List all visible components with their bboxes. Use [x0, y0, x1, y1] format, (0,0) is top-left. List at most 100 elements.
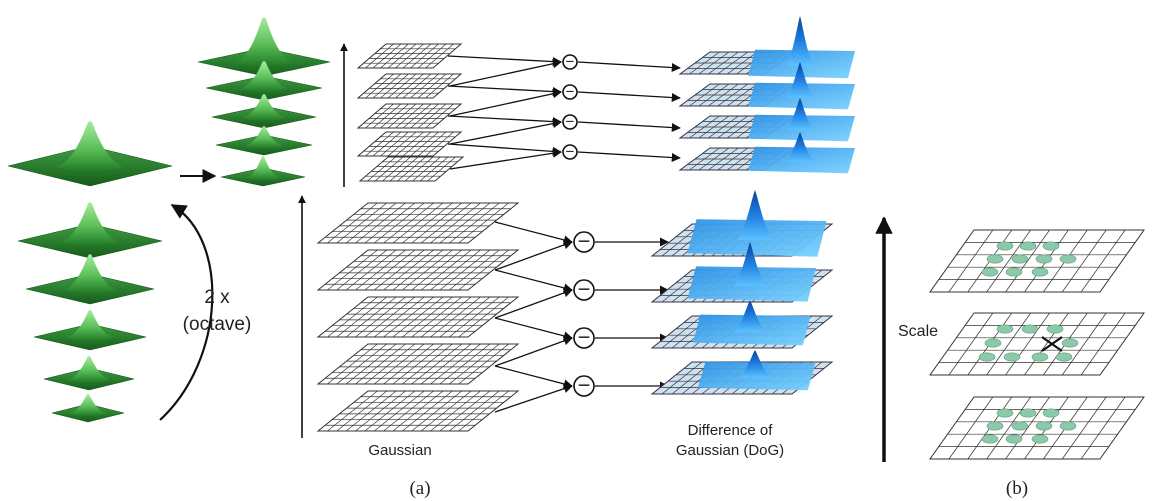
- sample-point: [984, 338, 1002, 348]
- top-arrow-out-1: [577, 61, 681, 73]
- bottom-minus-2: −: [573, 279, 595, 301]
- bottom-arrow-in-a-3: [494, 317, 573, 341]
- top-gaussian-grid-3: [356, 103, 463, 129]
- dog-surface-top-4: [748, 132, 855, 174]
- gaussian-surface-down-4: [215, 126, 313, 156]
- top-arrow-out-4: [577, 151, 681, 163]
- bottom-arrow-in-a-1: [494, 221, 573, 245]
- sample-point: [1005, 434, 1023, 444]
- top-gaussian-grid-5: [358, 156, 465, 182]
- svg-text:−: −: [577, 328, 591, 348]
- bottom-gaussian-grid-2: [316, 249, 520, 291]
- svg-text:−: −: [577, 376, 591, 396]
- sample-point: [1061, 338, 1079, 348]
- top-minus-1: −: [562, 54, 578, 70]
- dog-surface-bottom-3: [692, 300, 811, 346]
- gaussian-surface-5: [43, 356, 135, 391]
- sample-point: [1055, 352, 1073, 362]
- top-gaussian-grid-2: [356, 73, 463, 99]
- top-arrow-in-b-1: [449, 59, 562, 87]
- dog-label-line2: Gaussian (DoG): [676, 442, 784, 459]
- gaussian-surface-down-3: [211, 94, 317, 129]
- top-gaussian-grid-4: [356, 131, 463, 157]
- scale-grid-2: [929, 312, 1145, 376]
- sample-point: [986, 254, 1004, 264]
- svg-text:−: −: [577, 232, 591, 252]
- top-arrow-in-a-2: [447, 85, 562, 97]
- extremum-x-stroke-2: [1041, 336, 1063, 352]
- scale-grid-1: [929, 229, 1145, 293]
- dog-surface-bottom-4: [697, 350, 816, 391]
- bottom-gaussian-grids: [316, 202, 520, 432]
- gaussian-surface-down-5: [220, 156, 306, 187]
- top-arrow-in-a-4: [447, 143, 562, 156]
- svg-text:−: −: [565, 114, 575, 128]
- octave-curve-arrow: [159, 204, 214, 421]
- bottom-arrow-in-b-3: [494, 336, 573, 367]
- svg-text:−: −: [565, 54, 575, 68]
- sample-point: [1021, 324, 1039, 334]
- top-dog-grids: [678, 16, 855, 174]
- svg-text:−: −: [577, 280, 591, 300]
- sample-point: [996, 324, 1014, 334]
- gaussian-surface-down-2: [205, 61, 323, 101]
- octave-label-line1: 2 x: [204, 287, 230, 308]
- octave-label-line2: (octave): [183, 314, 252, 335]
- top-arrow-in-a-1: [447, 55, 562, 67]
- panel-b-scale-space-grids: [929, 229, 1145, 460]
- top-arrow-out-3: [577, 121, 681, 133]
- sample-point: [996, 241, 1014, 251]
- bottom-gaussian-grid-3: [316, 296, 520, 338]
- sample-point: [1031, 352, 1049, 362]
- bottom-arrow-in-b-2: [494, 288, 573, 319]
- sample-point: [1019, 241, 1037, 251]
- bottom-dog-grids: [650, 190, 834, 395]
- top-arrow-in-b-3: [449, 119, 562, 145]
- top-arrow-in-b-2: [449, 89, 562, 117]
- top-arrow-in-a-3: [447, 115, 562, 127]
- gaussian-label: Gaussian: [368, 442, 431, 459]
- sample-point: [1046, 324, 1064, 334]
- sample-point: [996, 408, 1014, 418]
- downsampled-gaussian-stack: [197, 17, 331, 187]
- sample-point: [1035, 254, 1053, 264]
- top-arrow-out-2: [577, 91, 681, 103]
- subtraction-connections: − − − − − − − −: [447, 54, 681, 413]
- gaussian-surface-4: [33, 310, 147, 351]
- gaussian-surface-3: [25, 254, 155, 305]
- bottom-minus-4: −: [573, 375, 595, 397]
- gaussian-surface-6: [51, 394, 125, 423]
- bottom-gaussian-grid-4: [316, 343, 520, 385]
- sample-point: [1003, 352, 1021, 362]
- top-minus-4: −: [562, 144, 578, 160]
- original-scale-gaussian-stack: [7, 121, 173, 423]
- sample-point: [981, 267, 999, 277]
- scale-grid-3: [929, 396, 1145, 460]
- sample-point: [1031, 434, 1049, 444]
- sample-point: [1011, 254, 1029, 264]
- panel-b-caption: (b): [1006, 478, 1028, 499]
- svg-text:−: −: [565, 84, 575, 98]
- bottom-arrow-in-b-1: [494, 240, 573, 271]
- sample-point: [1042, 408, 1060, 418]
- top-gaussian-grid-1: [356, 43, 463, 69]
- bottom-arrow-in-b-4: [494, 384, 573, 413]
- top-gaussian-grids: [356, 43, 465, 182]
- dog-surface-top-2: [748, 62, 855, 110]
- sample-point: [1035, 421, 1053, 431]
- top-minus-3: −: [562, 114, 578, 130]
- bottom-gaussian-grid-5: [316, 390, 520, 432]
- dog-surface-top-1: [748, 16, 855, 79]
- dog-surface-bottom-2: [687, 242, 816, 302]
- sample-point: [1059, 254, 1077, 264]
- panel-a-caption: (a): [409, 478, 430, 499]
- bottom-minus-3: −: [573, 327, 595, 349]
- sample-point: [1019, 408, 1037, 418]
- sample-point: [1011, 421, 1029, 431]
- bottom-arrow-in-a-4: [494, 365, 573, 389]
- sample-point: [1005, 267, 1023, 277]
- bottom-minus-1: −: [573, 231, 595, 253]
- sample-point: [981, 434, 999, 444]
- dog-surface-top-3: [748, 98, 855, 142]
